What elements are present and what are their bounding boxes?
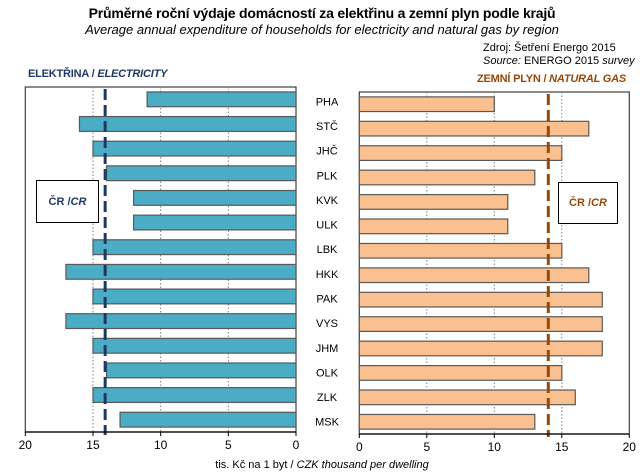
gas-bar-lbk <box>358 242 563 259</box>
gas-bar-vys <box>358 316 603 333</box>
gas-bar-stč <box>358 120 590 137</box>
electricity-x-tick-label: 5 <box>225 438 232 452</box>
gas-bar-plk <box>358 169 536 186</box>
electricity-bar-pha <box>146 91 297 108</box>
electricity-bar-ulk <box>132 214 297 231</box>
cr-label-cz: ČR / <box>48 195 71 208</box>
region-label-ulk: ULK <box>316 220 338 232</box>
source-main: ENERGO 2015 <box>520 55 603 67</box>
electricity-bar-lbk <box>92 239 297 256</box>
electricity-x-tick-label: 10 <box>154 438 168 452</box>
electricity-bar-pak <box>92 288 297 305</box>
gas-x-tick-label: 15 <box>555 440 569 454</box>
gas-bar-jhč <box>358 145 563 162</box>
electricity-bar-zlk <box>92 387 297 404</box>
electricity-bar-vys <box>65 313 297 330</box>
gas-bar-hkk <box>358 267 590 284</box>
region-label-plk: PLK <box>317 170 338 182</box>
chart-title: Průměrné roční výdaje domácností za elek… <box>88 5 556 21</box>
gas-bar-olk <box>358 365 563 381</box>
gas-bar-msk <box>358 413 536 430</box>
x-axis-label-en: CZK thousand per dwelling <box>296 459 429 471</box>
region-label-lbk: LBK <box>317 244 338 256</box>
gas-bar-kvk <box>358 194 509 210</box>
electricity-bar-plk <box>105 165 297 182</box>
electricity-bar-jhč <box>92 140 297 157</box>
electricity-bar-kvk <box>132 189 297 206</box>
source-line-en: Source: ENERGO 2015 survey <box>483 55 635 68</box>
gas-x-tick-label: 10 <box>488 440 502 454</box>
region-label-jhč: JHČ <box>316 145 337 158</box>
region-label-olk: OLK <box>316 367 339 379</box>
gas-bar-pak <box>358 291 603 308</box>
region-label-stč: STČ <box>316 120 338 133</box>
source-suffix: survey <box>602 55 635 67</box>
electricity-label-en: ELECTRICITY <box>97 68 168 80</box>
region-label-pak: PAK <box>316 293 338 305</box>
electricity-bar-olk <box>105 362 297 379</box>
chart-subtitle: Average annual expenditure of households… <box>85 22 559 37</box>
electricity-label-cz: ELEKTŘINA / <box>28 68 98 80</box>
region-label-zlk: ZLK <box>317 392 338 404</box>
region-label-jhm: JHM <box>316 343 339 355</box>
region-label-hkk: HKK <box>316 269 339 281</box>
gas-bar-pha <box>358 96 495 113</box>
gas-label-cz: ZEMNÍ PLYN / <box>477 73 550 85</box>
region-label-kvk: KVK <box>316 195 339 207</box>
source-line-cz: Zdroj: Šetření Energo 2015 <box>483 42 616 54</box>
electricity-x-tick-label: 20 <box>19 438 33 452</box>
region-label-pha: PHA <box>316 96 339 108</box>
electricity-bar-hkk <box>65 263 297 280</box>
electricity-bar-msk <box>119 411 297 428</box>
electricity-x-tick-label: 0 <box>293 438 300 452</box>
source-prefix: Source: <box>483 55 521 67</box>
cr-label-en: CR <box>70 195 87 208</box>
x-axis-label-cz: tis. Kč na 1 byt / <box>215 459 297 471</box>
electricity-x-tick-label: 15 <box>86 438 100 452</box>
gas-bar-jhm <box>358 340 603 357</box>
gas-x-tick-label: 5 <box>423 440 430 454</box>
gas-bar-ulk <box>358 218 509 235</box>
source-note: Zdroj: Šetření Energo 2015 Source: ENERG… <box>483 42 635 68</box>
gas-label-en: NATURAL GAS <box>549 73 627 85</box>
electricity-panel-label: ELEKTŘINA / ELECTRICITY <box>28 68 167 80</box>
gas-bar-zlk <box>358 389 576 406</box>
region-label-vys: VYS <box>316 318 338 330</box>
region-label-msk: MSK <box>315 417 340 429</box>
gas-cr-legend: ČR / CR <box>558 182 618 224</box>
gas-panel-label: ZEMNÍ PLYN / NATURAL GAS <box>477 73 626 85</box>
electricity-bar-jhm <box>92 337 297 354</box>
gas-x-tick-label: 20 <box>623 440 637 454</box>
gas-x-tick-label: 0 <box>356 440 363 454</box>
x-axis-label: tis. Kč na 1 byt / CZK thousand per dwel… <box>0 459 644 471</box>
electricity-cr-legend: ČR / CR <box>36 180 99 223</box>
electricity-bar-stč <box>78 115 297 132</box>
cr-label-cz: ČR / <box>569 197 592 209</box>
cr-label-en: CR <box>591 197 607 209</box>
